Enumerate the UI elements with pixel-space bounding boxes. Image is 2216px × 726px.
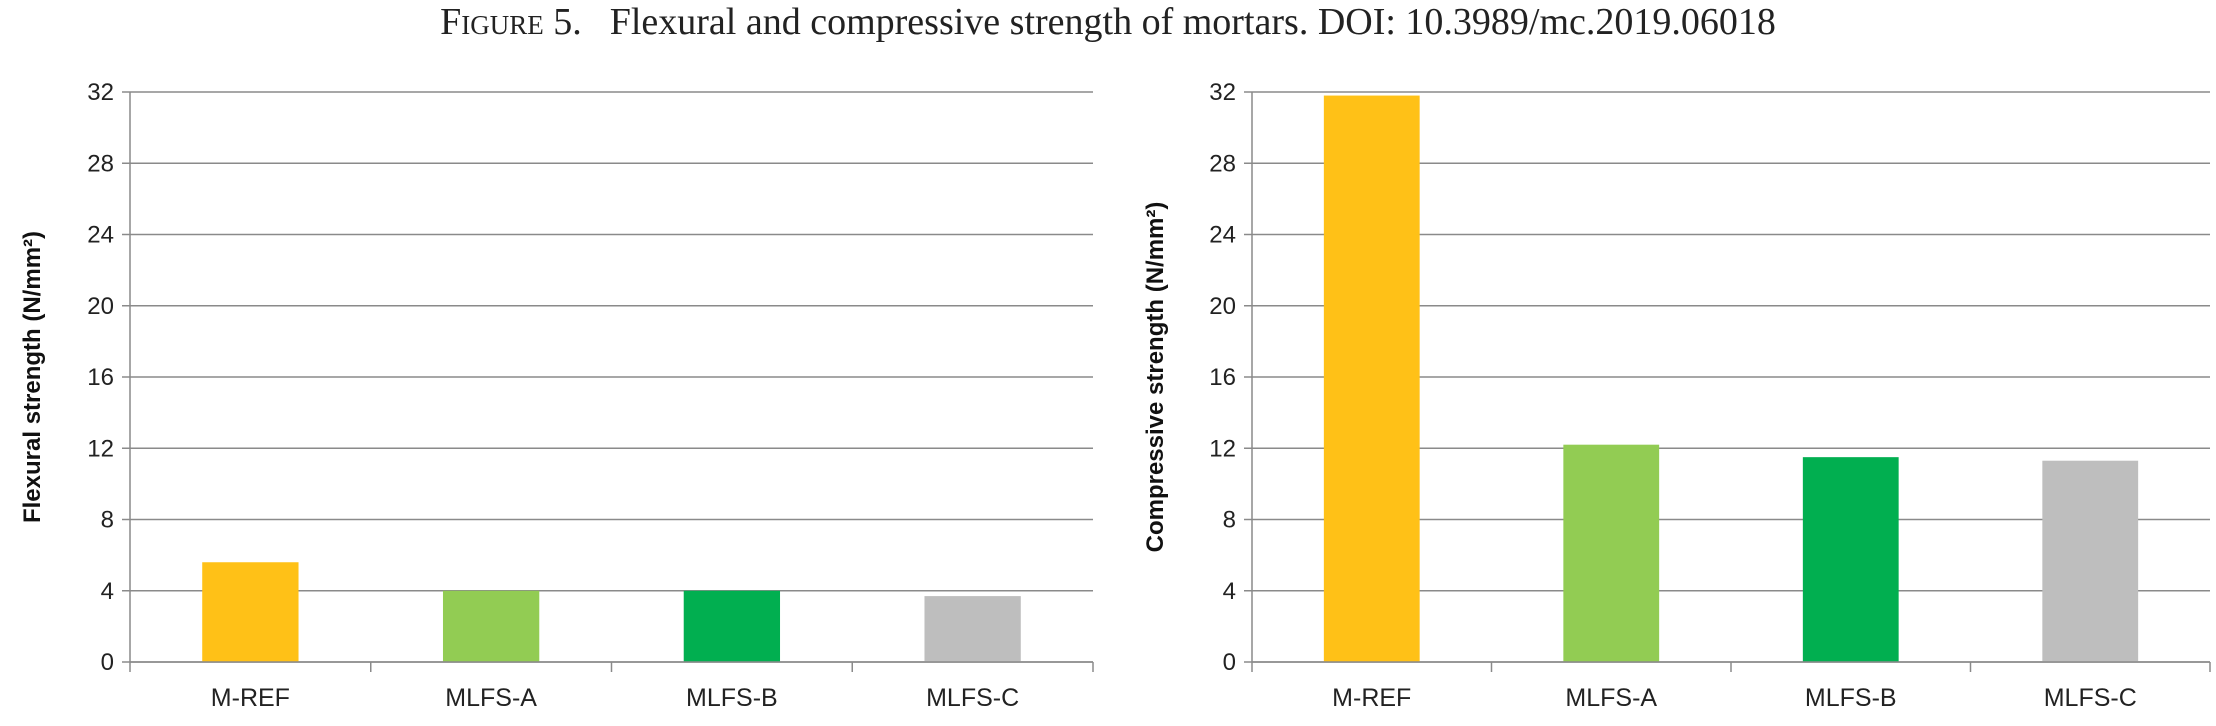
y-tick-label: 12 <box>1209 435 1236 462</box>
flexural-chart: 0 4 8 12 16 20 24 28 32 M-REF MLFS-A MLFS-B MLFS-C Fl… <box>19 79 1094 712</box>
y-tick-label: 24 <box>1209 222 1236 249</box>
x-category-label: MLFS-B <box>1805 684 1897 712</box>
y-axis-label: Flexural strength (N/mm²) <box>19 231 46 523</box>
bar-mlfs-a <box>1563 444 1660 662</box>
figure-title: Flexural and compressive strength of mor… <box>609 1 1776 43</box>
figure-number: Figure 5. <box>440 1 582 43</box>
y-tick-label: 12 <box>87 435 114 462</box>
y-axis-label: Compressive strength (N/mm²) <box>1142 202 1169 553</box>
x-category-label: MLFS-B <box>686 684 778 712</box>
y-tick-label: 16 <box>1209 364 1236 391</box>
y-tick-label: 28 <box>87 150 114 177</box>
y-tick-label: 8 <box>1223 507 1236 534</box>
x-category-label: M-REF <box>1332 684 1411 712</box>
bar-mlfs-c <box>924 596 1021 662</box>
figure-caption: Figure 5. Flexural and compressive streng… <box>0 0 2216 60</box>
x-category-label: MLFS-A <box>1565 684 1657 712</box>
compressive-chart: 0 4 8 12 16 20 24 28 32 M-REF MLFS-A MLFS-B MLFS-C Co… <box>1142 79 2211 712</box>
bar-mlfs-b <box>1802 457 1899 662</box>
y-tick-label: 8 <box>101 507 114 534</box>
bar-mlfs-b <box>683 590 781 662</box>
y-tick-label: 4 <box>101 578 114 605</box>
y-tick-label: 32 <box>87 79 114 106</box>
x-category-label: MLFS-C <box>2044 684 2137 712</box>
x-category-label: MLFS-C <box>926 684 1019 712</box>
y-tick-label: 24 <box>87 222 114 249</box>
y-tick-label: 4 <box>1223 578 1236 605</box>
y-tick-label: 32 <box>1209 79 1236 106</box>
y-tick-label: 20 <box>87 293 114 320</box>
y-tick-label: 0 <box>1223 649 1236 676</box>
x-category-label: M-REF <box>211 684 290 712</box>
y-tick-label: 16 <box>87 364 114 391</box>
bar-m-ref <box>1323 95 1420 662</box>
y-tick-label: 0 <box>101 649 114 676</box>
y-tick-label: 28 <box>1209 150 1236 177</box>
bar-mlfs-c <box>2042 460 2139 662</box>
x-category-label: MLFS-A <box>445 684 537 712</box>
bar-m-ref <box>202 562 299 662</box>
bar-mlfs-a <box>442 590 540 662</box>
y-tick-label: 20 <box>1209 293 1236 320</box>
